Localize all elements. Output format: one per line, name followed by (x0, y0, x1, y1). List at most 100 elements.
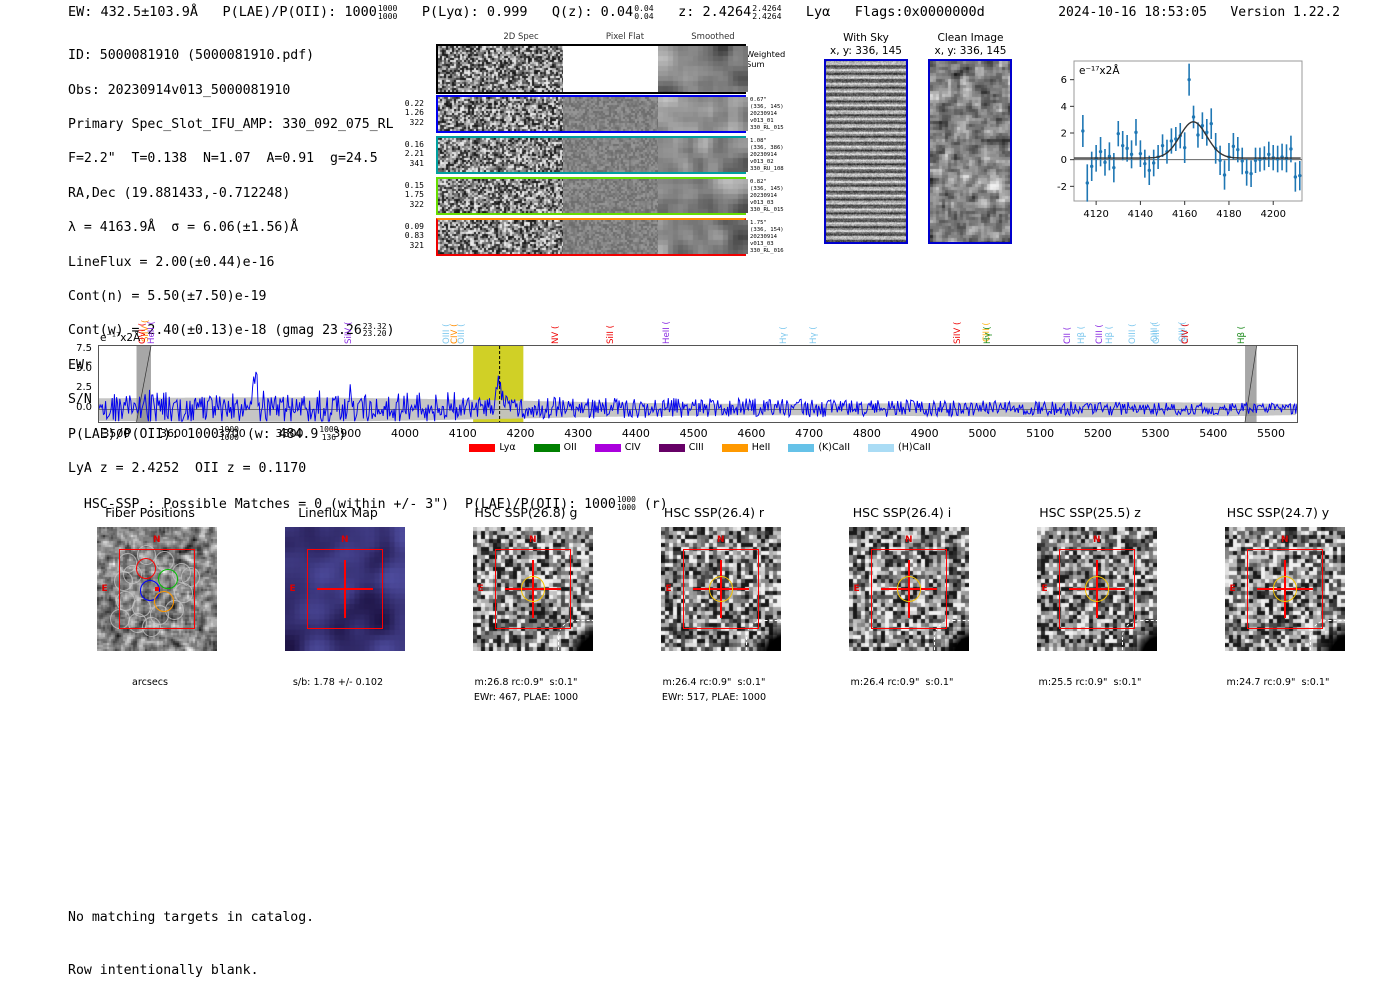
zoom-chart-svg: -2 0 2 4 6 4120 4140 4160 4180 4200 e⁻¹⁷x2Å (1057, 60, 1303, 220)
info-line-radec: RA,Dec (19.881433,-0.712248) (68, 185, 291, 201)
cutout-image[interactable]: NE420-2-4-4-2024 (1225, 527, 1345, 651)
zoom-chart-units-annotation: e⁻¹⁷x2Å (1079, 64, 1120, 77)
twod-row-exposure-1[interactable] (436, 95, 748, 133)
clean-image[interactable] (928, 59, 1012, 244)
twod-row-left-stats: 0.22 1.26 322 (394, 99, 424, 127)
spectrum-legend-label: CIV (624, 442, 641, 453)
cutout-panel-hsc-4[interactable]: HSC SSP(26.4) iNE420-2-4-4-2024m:26.4 rc… (807, 505, 997, 740)
cutout-caption-primary: arcsecs (131, 677, 169, 688)
spectrum-legend-item: Lyα (469, 442, 516, 453)
info-plae-w-lo: 136 (321, 432, 336, 442)
spectrum-y-tick: 2.5 (76, 382, 92, 394)
cutout-image[interactable]: NE420-2-4-4-2024 (285, 527, 405, 651)
twod-row-left-stats: 0.15 1.75 322 (394, 181, 424, 209)
info-contw-post: ) (386, 323, 395, 339)
header-plae-lo: 1000 (377, 11, 398, 22)
clean-image-subtitle: x, y: 336, 145 (934, 44, 1007, 57)
cutout-panel-hsc-6[interactable]: HSC SSP(24.7) yNE420-2-4-4-2024m:24.7 rc… (1183, 505, 1373, 740)
twod-col-title-pixelflat: Pixel Flat (605, 32, 645, 42)
fiber-circle-active[interactable] (140, 580, 160, 601)
twod-right-meta-line: 330_RU_108 (750, 166, 784, 172)
spectrum-x-tick: 4700 (795, 427, 824, 440)
source-aperture-circle (896, 576, 922, 602)
spectrum-line-label: HeII ( (662, 321, 673, 344)
info-plae-post: ) (338, 426, 347, 442)
twod-right-meta-line: 0.67" (750, 97, 767, 103)
cutout-title: Lineflux Map (298, 505, 378, 520)
spectrum-plot-area[interactable] (98, 345, 1298, 423)
twod-right-meta-line: 330_RL_015 (750, 125, 784, 131)
header-plae-value: 1000 (344, 4, 377, 21)
cutout-image[interactable]: NE420-2-4-4-2024 (473, 527, 593, 651)
twod-right-meta-line: v013_03 (750, 200, 774, 206)
spectrum-legend-item: CIII (658, 442, 704, 453)
with-sky-subtitle: x, y: 336, 145 (830, 44, 902, 57)
hsc-headline-lo: 1000 (616, 502, 636, 512)
twod-left-stat: 0.22 (404, 99, 424, 108)
fiber-circle-active[interactable] (154, 591, 174, 612)
twod-row-right-meta: 0.82" (336, 145) 20230914 v013_03 330_RL_015 (750, 179, 810, 214)
svg-text:2: 2 (1061, 129, 1067, 140)
spectrum-x-tick: 4900 (910, 427, 939, 440)
twod-row-exposure-2[interactable] (436, 136, 748, 174)
twod-left-stat: 322 (409, 117, 424, 127)
spectrum-x-tick: 3800 (275, 427, 304, 440)
spectrum-x-tick: 4100 (448, 427, 477, 440)
twod-row-weighted-sum[interactable] (436, 44, 748, 94)
spectrum-legend-item: OII (533, 442, 577, 453)
fiber-circle-active[interactable] (136, 558, 157, 579)
cutout-image[interactable]: NE420-2-4-4-2024 (1037, 527, 1157, 651)
twod-pixelflat-image (563, 46, 658, 92)
compass-north-label: N (529, 534, 537, 545)
cutout-title: HSC SSP(26.4) r (663, 505, 765, 520)
hsc-headline-hi: 1000 (616, 495, 636, 504)
spectrum-legend-item: (K)CaII (788, 442, 850, 453)
cutout-caption-primary: m:26.8 rc:0.9" s:0.1" (474, 677, 578, 688)
header-version: Version 1.22.2 (1230, 5, 1340, 20)
twod-left-stat: 0.83 (404, 231, 424, 241)
spectrum-legend-label: (H)CaII (898, 442, 931, 453)
cutout-panel-lineflux-map[interactable]: Lineflux MapNE420-2-4-4-2024s/b: 1.78 +/… (243, 505, 433, 740)
spectrum-line-label: Hβ ( (1077, 325, 1088, 344)
twod-row-exposure-3[interactable] (436, 177, 748, 215)
twod-spec-panel-group: 2D Spec Pixel Flat Smoothed Weighted Sum… (405, 32, 785, 256)
spectrum-x-tick: 4500 (679, 427, 708, 440)
twod-2dspec-image (438, 97, 563, 131)
spectrum-line-label: OIII ( (1127, 323, 1138, 344)
cutout-panel-fiber-positions[interactable]: Fiber PositionsNE420-2-4-4-2024arcsecs (55, 505, 245, 740)
info-contw-hi: 23.32 (362, 321, 387, 331)
aperture-box (1246, 549, 1324, 629)
fiber-circle-active[interactable] (157, 568, 178, 590)
header-z-value: 2.4264 (702, 4, 752, 21)
twod-2dspec-image (438, 220, 563, 254)
twod-left-stat: 1.26 (404, 108, 424, 118)
compass-north-label: N (153, 534, 161, 545)
info-line-obs: Obs: 20230914v013_5000081910 (68, 82, 291, 98)
header-timestamp: 2024-10-16 18:53:05 (1058, 5, 1207, 20)
cutout-panel-hsc-2[interactable]: HSC SSP(26.8) gNE420-2-4-4-2024m:26.8 rc… (431, 505, 621, 740)
with-sky-image[interactable] (824, 59, 908, 244)
twod-right-meta-line: (336, 154) (750, 227, 784, 233)
twod-row-left-stats: 0.09 0.83 321 (394, 222, 424, 250)
twod-smoothed-image (658, 220, 748, 254)
cutout-image[interactable]: NE420-2-4-4-2024 (849, 527, 969, 651)
cutout-panel-hsc-5[interactable]: HSC SSP(25.5) zNE420-2-4-4-2024m:25.5 rc… (995, 505, 1185, 740)
twod-pixelflat-image (563, 97, 658, 131)
info-line-seeing: F=2.2" T=0.138 N=1.07 A=0.91 g=24.5 (68, 151, 378, 167)
cutout-image[interactable]: NE420-2-4-4-2024 (97, 527, 217, 651)
spectrum-legend: Lyα OII CIV CIII HeII (K)CaII (H)CaII (0, 442, 1400, 453)
twod-row-exposure-4[interactable] (436, 218, 748, 256)
twod-row-right-meta: 1.75" (336, 154) 20230914 v013_03 330_RL_016 (750, 220, 810, 255)
aperture-box (682, 549, 760, 629)
emission-line-zoom-chart[interactable]: -2 0 2 4 6 4120 4140 4160 4180 4200 e⁻¹⁷x2Å (1040, 55, 1308, 227)
compass-east-label: E (101, 584, 108, 594)
cutout-panel-hsc-3[interactable]: HSC SSP(26.4) rNE420-2-4-4-2024m:26.4 rc… (619, 505, 809, 740)
with-sky-title: With Sky x, y: 336, 145 (816, 32, 916, 57)
info-line-plae: P(LAE)/P(OII): 10001000 1000 (w: 484.9100… (68, 425, 395, 443)
svg-text:6: 6 (1061, 75, 1067, 86)
twod-2dspec-image (438, 46, 563, 92)
twod-right-meta-line: v013_01 (750, 118, 774, 124)
full-spectrum-chart[interactable]: SiIV (OVI (HeII (SiIV (OIII (CIV (OIII (… (0, 262, 1400, 467)
cutout-image[interactable]: NE420-2-4-4-2024 (661, 527, 781, 651)
twod-right-meta-line: 20230914 (750, 234, 777, 240)
